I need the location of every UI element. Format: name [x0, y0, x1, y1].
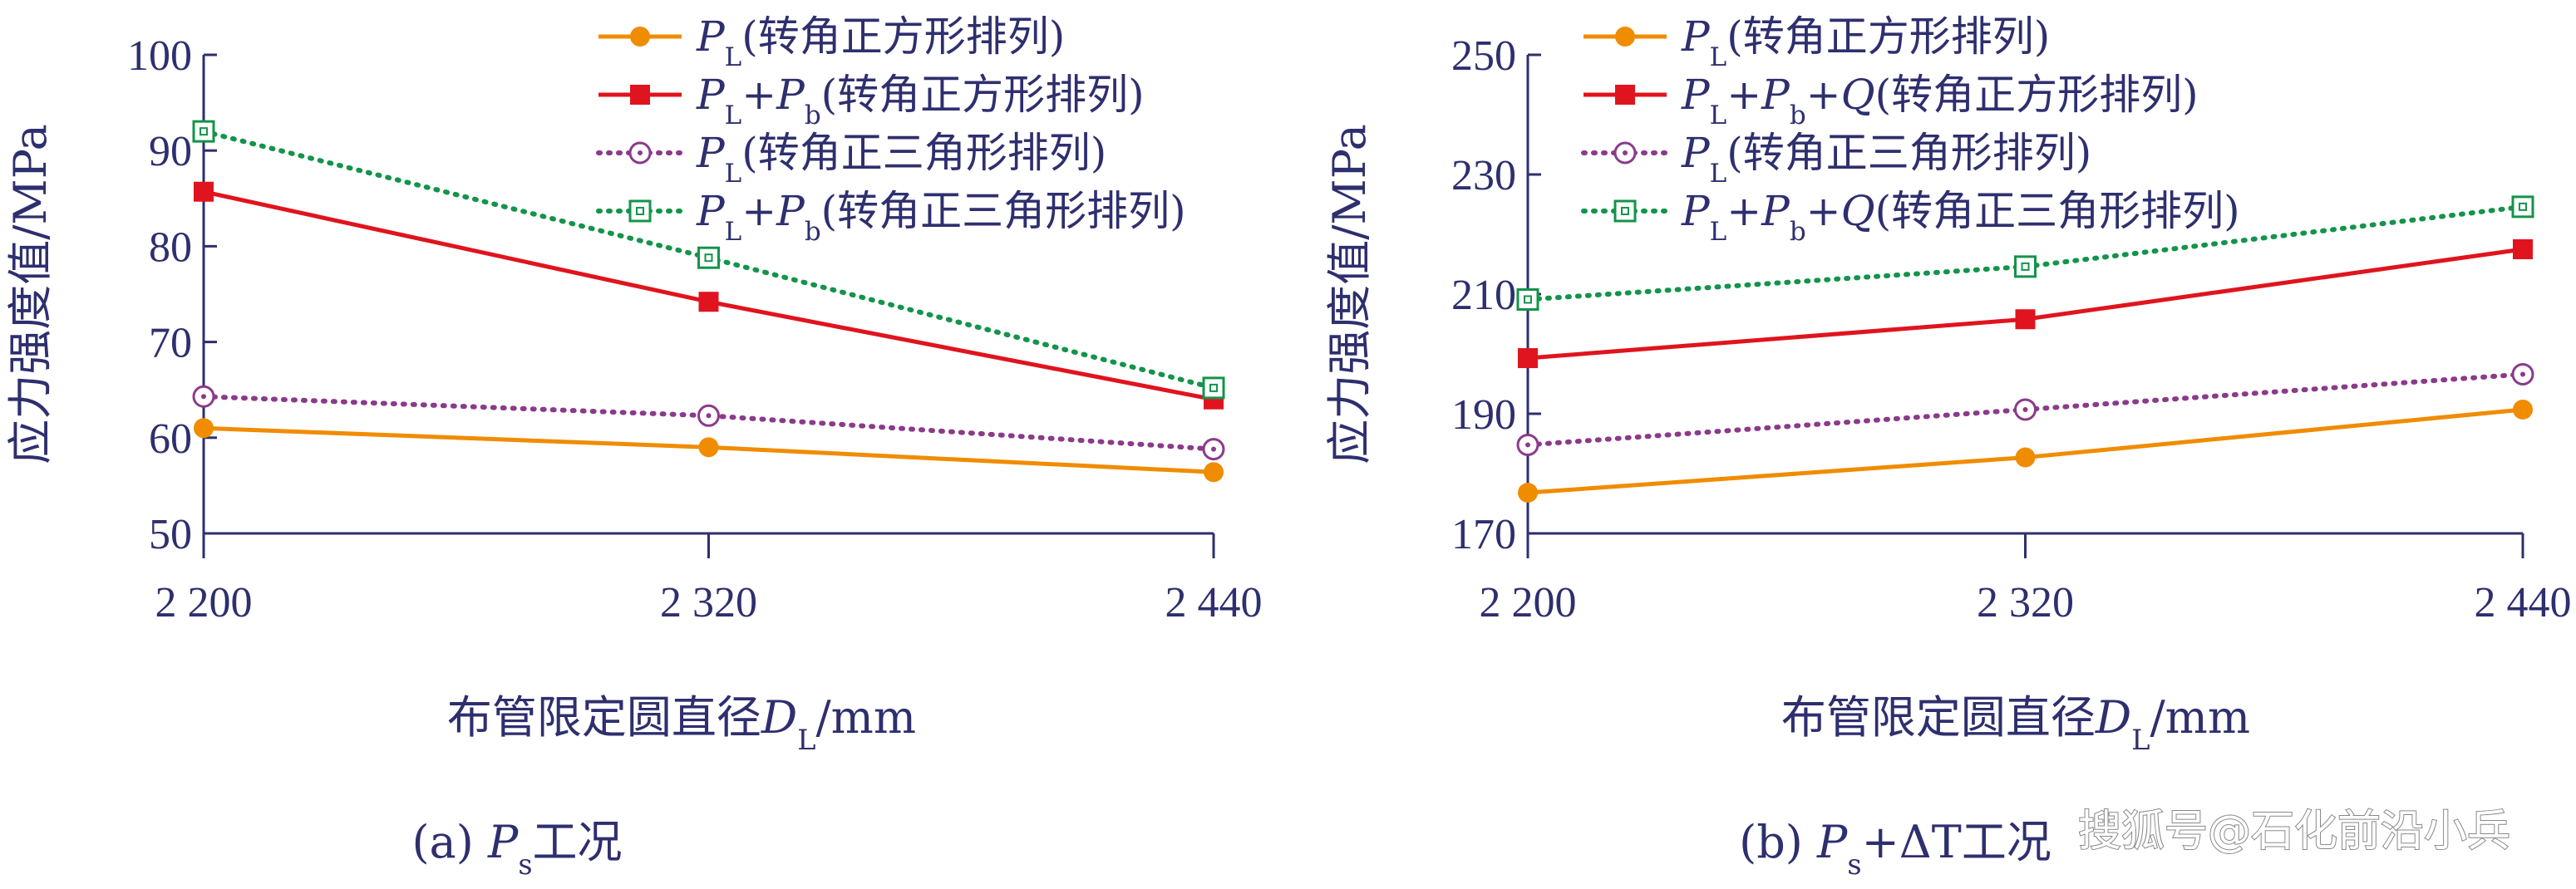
x-tick-label: 2 200	[155, 579, 253, 626]
y-axis-title: 应力强度值/MPa	[1323, 124, 1376, 464]
y-tick-label: 90	[149, 128, 192, 175]
data-point	[1518, 483, 1538, 503]
data-point	[1202, 376, 1225, 400]
data-point	[2511, 195, 2534, 219]
x-tick-label: 2 320	[1977, 579, 2074, 626]
x-tick-label: 2 440	[1165, 579, 1263, 626]
legend-entry: PL+Pb+Q(转角正方形排列)	[1584, 71, 2199, 130]
legend-label: PL(转角正方形排列)	[1681, 12, 2050, 72]
legend-marker	[1615, 85, 1635, 105]
x-axis-title: 布管限定圆直径DL/mm	[1781, 691, 2250, 756]
data-point	[1516, 433, 1539, 456]
legend: PL(转角正方形排列)PL+Pb+Q(转角正方形排列)PL(转角正三角形排列)P…	[1581, 12, 2240, 247]
legend-marker	[1613, 199, 1637, 223]
legend-label: PL+Pb+Q(转角正方形排列)	[1681, 71, 2199, 130]
x-tick-label: 2 440	[2475, 579, 2572, 626]
legend-marker	[630, 85, 650, 105]
series-4	[1516, 195, 2534, 311]
y-tick-label: 80	[149, 223, 192, 271]
x-axis-title: 布管限定圆直径DL/mm	[447, 691, 916, 756]
series-1	[1518, 399, 2533, 503]
data-point	[697, 246, 720, 269]
data-point	[698, 292, 719, 312]
series-2	[1518, 239, 2533, 369]
data-point	[192, 120, 215, 143]
data-point	[698, 437, 719, 458]
data-point	[194, 181, 214, 202]
x-tick-label: 2 200	[1480, 579, 1577, 626]
legend-label: PL+Pb(转角正方形排列)	[696, 71, 1145, 130]
y-tick-label: 230	[1451, 152, 1516, 199]
legend-marker	[628, 141, 652, 165]
series-2	[194, 181, 1224, 410]
y-tick-label: 170	[1451, 511, 1516, 558]
watermark-text: 搜狐号@石化前沿小兵	[2078, 807, 2510, 857]
legend-entry: PL+Pb(转角正三角形排列)	[596, 187, 1186, 247]
x-tick-label: 2 320	[660, 579, 757, 626]
legend-entry: PL+Pb+Q(转角正三角形排列)	[1581, 187, 2240, 247]
legend-label: PL(转角正方形排列)	[696, 12, 1065, 72]
data-point	[2014, 255, 2037, 278]
legend: PL(转角正方形排列)PL+Pb(转角正方形排列)PL(转角正三角形排列)PL+…	[596, 12, 1186, 247]
legend-marker	[630, 27, 650, 47]
series-1	[194, 418, 1224, 483]
series-3	[1516, 362, 2534, 456]
data-point	[2513, 399, 2533, 420]
legend-entry: PL(转角正三角形排列)	[1581, 129, 2091, 189]
legend-entry: PL(转角正方形排列)	[1584, 12, 2050, 72]
data-point	[2014, 398, 2037, 421]
data-point	[2015, 447, 2036, 468]
data-point	[2511, 362, 2534, 386]
data-point	[1204, 462, 1224, 483]
y-tick-label: 70	[149, 320, 192, 367]
data-point	[1202, 438, 1225, 461]
y-tick-label: 60	[149, 415, 192, 463]
legend-entry: PL+Pb(转角正方形排列)	[598, 71, 1145, 130]
data-point	[194, 418, 214, 439]
legend-marker	[628, 199, 652, 223]
data-point	[192, 385, 215, 408]
y-tick-label: 100	[127, 32, 192, 80]
series-line	[201, 394, 1216, 452]
legend-label: PL+Pb(转角正三角形排列)	[696, 187, 1186, 247]
panel-caption: (b) Ps+ΔT工况	[1739, 816, 2051, 881]
data-point	[697, 404, 720, 427]
data-point	[2513, 239, 2533, 259]
panel-b: 170 190 210 230 250 2 200 2 320 2 440 应力强度值/MPa 布…	[1323, 12, 2572, 881]
legend-entry: PL(转角正方形排列)	[598, 12, 1065, 72]
y-tick-label: 250	[1451, 32, 1516, 80]
panel-a: 50 60 70 80 90 100 2 200 2 320 2 440 应力强度值/MPa 布管限…	[4, 12, 1263, 881]
data-point	[1516, 287, 1539, 311]
series-3	[192, 385, 1225, 461]
legend-marker	[1613, 141, 1637, 165]
y-axis-title: 应力强度值/MPa	[4, 124, 57, 464]
legend-label: PL+Pb+Q(转角正三角形排列)	[1681, 187, 2240, 247]
legend-marker	[1615, 27, 1635, 47]
legend-entry: PL(转角正三角形排列)	[596, 129, 1106, 189]
y-tick-label: 190	[1451, 391, 1516, 439]
panel-caption: (a) Ps工况	[411, 816, 622, 881]
y-tick-label: 210	[1451, 272, 1516, 319]
data-point	[1518, 348, 1538, 369]
series-4	[192, 120, 1225, 400]
legend-label: PL(转角正三角形排列)	[696, 129, 1106, 189]
legend-label: PL(转角正三角形排列)	[1681, 129, 2091, 189]
data-point	[2015, 309, 2036, 330]
y-tick-label: 50	[149, 511, 192, 558]
